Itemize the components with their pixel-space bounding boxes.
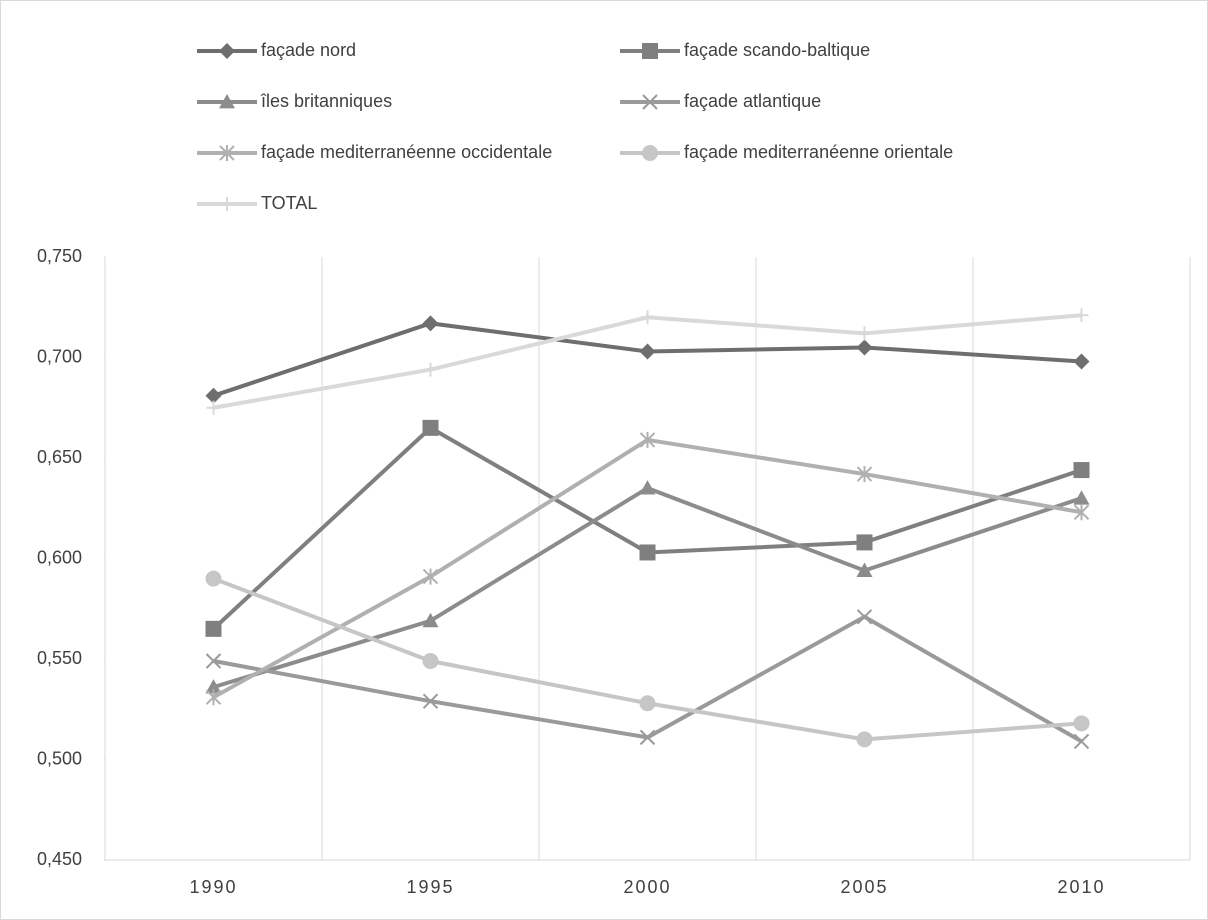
- marker: [1073, 490, 1090, 505]
- legend-label: façade mediterranéenne orientale: [684, 142, 953, 162]
- marker: [856, 339, 873, 356]
- marker: [220, 197, 234, 211]
- marker: [639, 343, 656, 360]
- marker: [206, 400, 221, 415]
- marker: [205, 653, 222, 669]
- marker: [1073, 462, 1090, 479]
- x-tick-label: 1990: [189, 877, 237, 897]
- marker: [856, 466, 873, 483]
- marker: [856, 534, 873, 551]
- marker: [1073, 504, 1090, 521]
- marker: [219, 43, 235, 59]
- x-tick-label: 1995: [406, 877, 454, 897]
- marker: [1073, 733, 1090, 750]
- marker: [642, 43, 658, 59]
- marker: [219, 145, 235, 161]
- y-tick-label: 0,700: [37, 346, 82, 366]
- marker: [422, 653, 439, 670]
- marker: [642, 145, 658, 161]
- marker: [642, 94, 658, 110]
- marker: [1074, 308, 1089, 323]
- legend-label: TOTAL: [261, 193, 317, 213]
- marker: [856, 731, 873, 748]
- legend-label: façade nord: [261, 40, 356, 60]
- y-tick-label: 0,550: [37, 648, 82, 668]
- marker: [640, 310, 655, 325]
- marker: [639, 695, 656, 712]
- marker: [422, 315, 439, 332]
- x-tick-label: 2010: [1057, 877, 1105, 897]
- legend-label: façade atlantique: [684, 91, 821, 111]
- legend-label: façade scando-baltique: [684, 40, 870, 60]
- y-tick-label: 0,750: [37, 246, 82, 266]
- marker: [639, 544, 656, 561]
- marker: [1073, 353, 1090, 370]
- marker: [219, 94, 235, 109]
- x-tick-label: 2000: [623, 877, 671, 897]
- marker: [205, 620, 222, 637]
- marker: [205, 387, 222, 404]
- marker: [856, 562, 873, 577]
- marker: [1073, 715, 1090, 732]
- marker: [205, 570, 222, 587]
- marker: [856, 609, 873, 625]
- legend-label: façade mediterranéenne occidentale: [261, 142, 552, 162]
- y-tick-label: 0,600: [37, 547, 82, 567]
- marker: [422, 693, 439, 709]
- y-tick-label: 0,650: [37, 447, 82, 467]
- x-tick-label: 2005: [840, 877, 888, 897]
- y-tick-label: 0,450: [37, 849, 82, 869]
- marker: [422, 612, 439, 628]
- marker: [639, 431, 656, 448]
- marker: [857, 326, 872, 341]
- marker: [422, 568, 439, 585]
- marker: [639, 729, 656, 746]
- y-tick-label: 0,500: [37, 748, 82, 768]
- marker: [205, 689, 222, 706]
- legend-label: îles britanniques: [260, 91, 392, 111]
- marker: [423, 362, 438, 377]
- marker: [639, 480, 656, 495]
- marker: [422, 419, 439, 436]
- marker: [205, 679, 222, 694]
